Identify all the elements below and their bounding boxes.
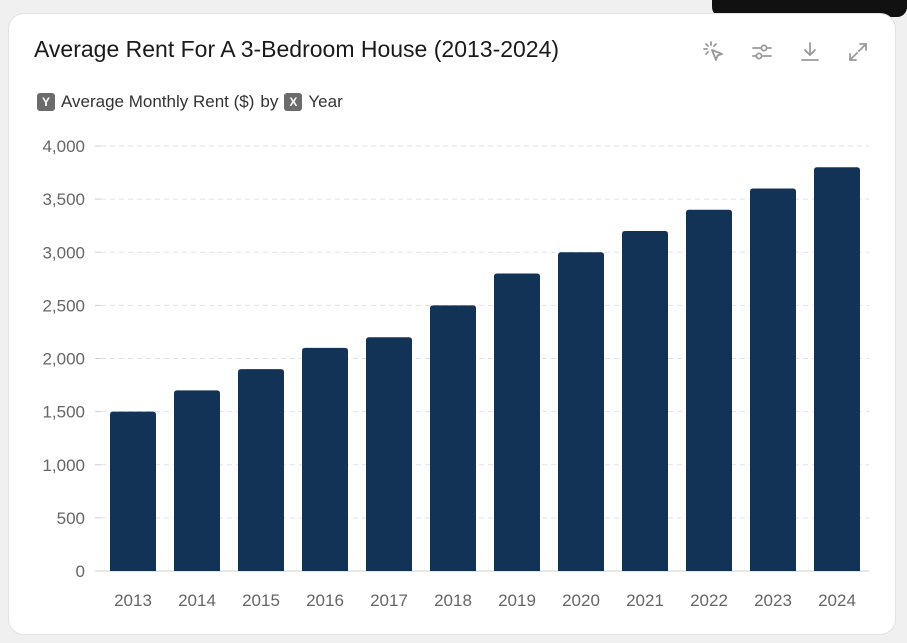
x-tick-label: 2014 [178, 591, 216, 610]
y-tick-label: 1,000 [42, 456, 85, 475]
x-tick-label: 2015 [242, 591, 280, 610]
y-axis-badge: Y [37, 93, 55, 111]
tooltip [712, 0, 907, 17]
bars [110, 167, 860, 571]
y-tick-label: 3,500 [42, 190, 85, 209]
gridlines [95, 145, 869, 572]
x-tick-label: 2020 [562, 591, 600, 610]
chart-subtitle: Y Average Monthly Rent ($) by X Year [37, 92, 343, 112]
y-tick-label: 4,000 [42, 137, 85, 156]
x-tick-label: 2021 [626, 591, 664, 610]
x-tick-label: 2023 [754, 591, 792, 610]
y-tick-labels: 0 500 1,000 1,500 2,000 2,500 3,000 3,500 4,000 [42, 137, 85, 581]
y-tick-label: 2,500 [42, 296, 85, 315]
y-tick-label: 3,000 [42, 243, 85, 262]
expand-icon[interactable] [845, 39, 871, 65]
x-axis-badge: X [284, 93, 303, 111]
x-tick-label: 2018 [434, 591, 472, 610]
x-tick-label: 2022 [690, 591, 728, 610]
bar-2016[interactable] [302, 347, 348, 571]
x-tick-label: 2013 [114, 591, 152, 610]
bar-2020[interactable] [558, 252, 604, 571]
chart-title: Average Rent For A 3-Bedroom House (2013… [34, 36, 560, 62]
y-tick-label: 1,500 [42, 403, 85, 422]
bar-2022[interactable] [686, 209, 732, 571]
bar-2019[interactable] [494, 273, 540, 572]
bar-2024[interactable] [814, 167, 860, 571]
x-axis-field-label: Year [308, 92, 343, 111]
x-tick-labels: 2013 2014 2015 2016 2017 2018 2019 2020 2021 2022… [114, 591, 856, 610]
bar-2018[interactable] [430, 305, 476, 571]
y-tick-label: 500 [57, 509, 85, 528]
x-tick-label: 2019 [498, 591, 536, 610]
x-tick-label: 2017 [370, 591, 408, 610]
y-tick-label: 0 [76, 562, 85, 581]
y-axis-field-label: Average Monthly Rent ($) [61, 92, 255, 111]
bar-2013[interactable] [110, 411, 156, 571]
x-tick-label: 2024 [818, 591, 856, 610]
bar-2021[interactable] [622, 231, 668, 571]
bar-2017[interactable] [366, 337, 412, 571]
bar-2015[interactable] [238, 369, 284, 571]
bar-2023[interactable] [750, 188, 796, 572]
y-tick-label: 2,000 [42, 350, 85, 369]
sliders-icon[interactable] [749, 39, 775, 65]
bar-2014[interactable] [174, 390, 220, 571]
magic-select-icon[interactable] [701, 39, 727, 65]
by-label: by [260, 92, 279, 111]
chart-toolbar [701, 39, 871, 65]
download-icon[interactable] [797, 39, 823, 65]
x-tick-label: 2016 [306, 591, 344, 610]
